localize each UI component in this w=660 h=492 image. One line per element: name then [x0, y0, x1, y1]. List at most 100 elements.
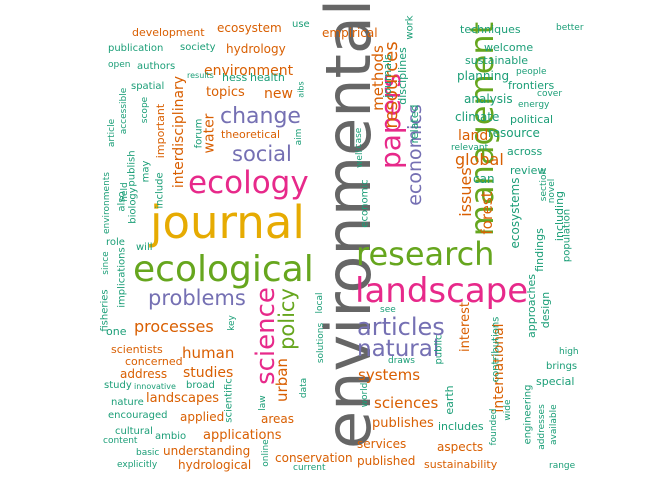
word: including [553, 190, 566, 242]
word: one [106, 325, 127, 338]
word: world [360, 382, 370, 408]
word: draws [388, 356, 415, 366]
word: political [510, 113, 554, 126]
word: case [354, 127, 364, 149]
word: since [101, 251, 111, 275]
word: journal [150, 196, 305, 249]
word: innovative [134, 382, 176, 391]
word: applied [180, 410, 225, 424]
word: new [264, 86, 293, 102]
word: brings [546, 361, 578, 372]
word: ecology [188, 165, 309, 201]
word: environment [204, 63, 294, 79]
word: sciences [374, 394, 439, 412]
word: available [549, 404, 559, 445]
word: hydrology [226, 42, 286, 56]
word: data [299, 377, 309, 399]
word: processes [134, 317, 214, 336]
word: welcome [484, 41, 534, 54]
word: scope [140, 96, 150, 124]
word: high [559, 347, 579, 357]
word: special [536, 375, 575, 388]
word: spatial [131, 81, 165, 92]
word: relevant [451, 143, 489, 153]
word: sustainable [465, 54, 529, 67]
word: services [357, 437, 407, 451]
word: cultural [115, 426, 153, 437]
word: founded [489, 408, 499, 446]
word: health [250, 71, 285, 84]
word: key [227, 315, 237, 331]
word: authors [137, 61, 176, 72]
word: related [408, 104, 421, 144]
word: ecosystem [217, 21, 282, 35]
word: local [315, 292, 325, 314]
word: empirical [322, 26, 378, 40]
word: across [507, 145, 543, 158]
word: include [154, 172, 166, 209]
word: research [356, 235, 495, 273]
word: published [357, 454, 416, 468]
word: contributions [490, 316, 502, 383]
word: online [261, 439, 271, 467]
word: disciplines [396, 47, 409, 105]
word: basic [136, 448, 160, 458]
word: publish [126, 150, 138, 187]
word: landscape [355, 271, 529, 311]
word: land [458, 128, 489, 144]
word: forum [193, 118, 205, 149]
word: social [232, 142, 292, 166]
word: encouraged [108, 410, 168, 421]
word: global [455, 150, 504, 169]
word: use [292, 19, 310, 30]
word: theoretical [221, 128, 281, 141]
word: nature [111, 397, 144, 408]
word: current [293, 463, 326, 473]
word: explicitly [117, 460, 158, 470]
word: hydrological [178, 458, 252, 472]
word: law [258, 395, 268, 411]
word: development [132, 26, 205, 39]
word: ecosystems [508, 177, 522, 249]
word: engineering [522, 384, 534, 445]
word: people [516, 67, 547, 77]
word: work [404, 15, 416, 40]
word: human [182, 344, 235, 362]
word: change [220, 104, 301, 129]
word: journals [381, 54, 394, 98]
word: earth [443, 385, 456, 415]
word: problems [148, 286, 246, 310]
word: frontiers [508, 79, 555, 92]
word: economic [359, 179, 371, 228]
word: studies [183, 365, 234, 381]
word: urban [273, 358, 291, 402]
word: may [140, 160, 152, 183]
word: address [120, 367, 168, 381]
word: natural [357, 336, 440, 362]
word: addresses [537, 404, 547, 450]
word: interdisciplinary [171, 75, 187, 189]
word: approaches [525, 274, 538, 338]
word: scientists [111, 343, 163, 356]
word: conservation [275, 451, 353, 465]
word: wide [503, 399, 513, 421]
word: landscapes [146, 391, 219, 406]
word: issues [456, 167, 475, 217]
word: climate [455, 110, 500, 124]
word: results [187, 71, 214, 80]
word: aim [294, 128, 304, 146]
word: solutions [316, 322, 326, 364]
word: analysis [464, 92, 513, 106]
word: techniques [460, 23, 521, 36]
word: includes [438, 420, 484, 433]
word: findings [533, 228, 546, 272]
word: society [180, 42, 216, 53]
word: applications [203, 428, 282, 443]
word: content [103, 436, 138, 446]
word: planning [457, 69, 510, 83]
word: range [549, 461, 576, 471]
word: ecological [133, 249, 314, 290]
word: aibs [296, 81, 306, 98]
word: concerned [125, 355, 183, 368]
